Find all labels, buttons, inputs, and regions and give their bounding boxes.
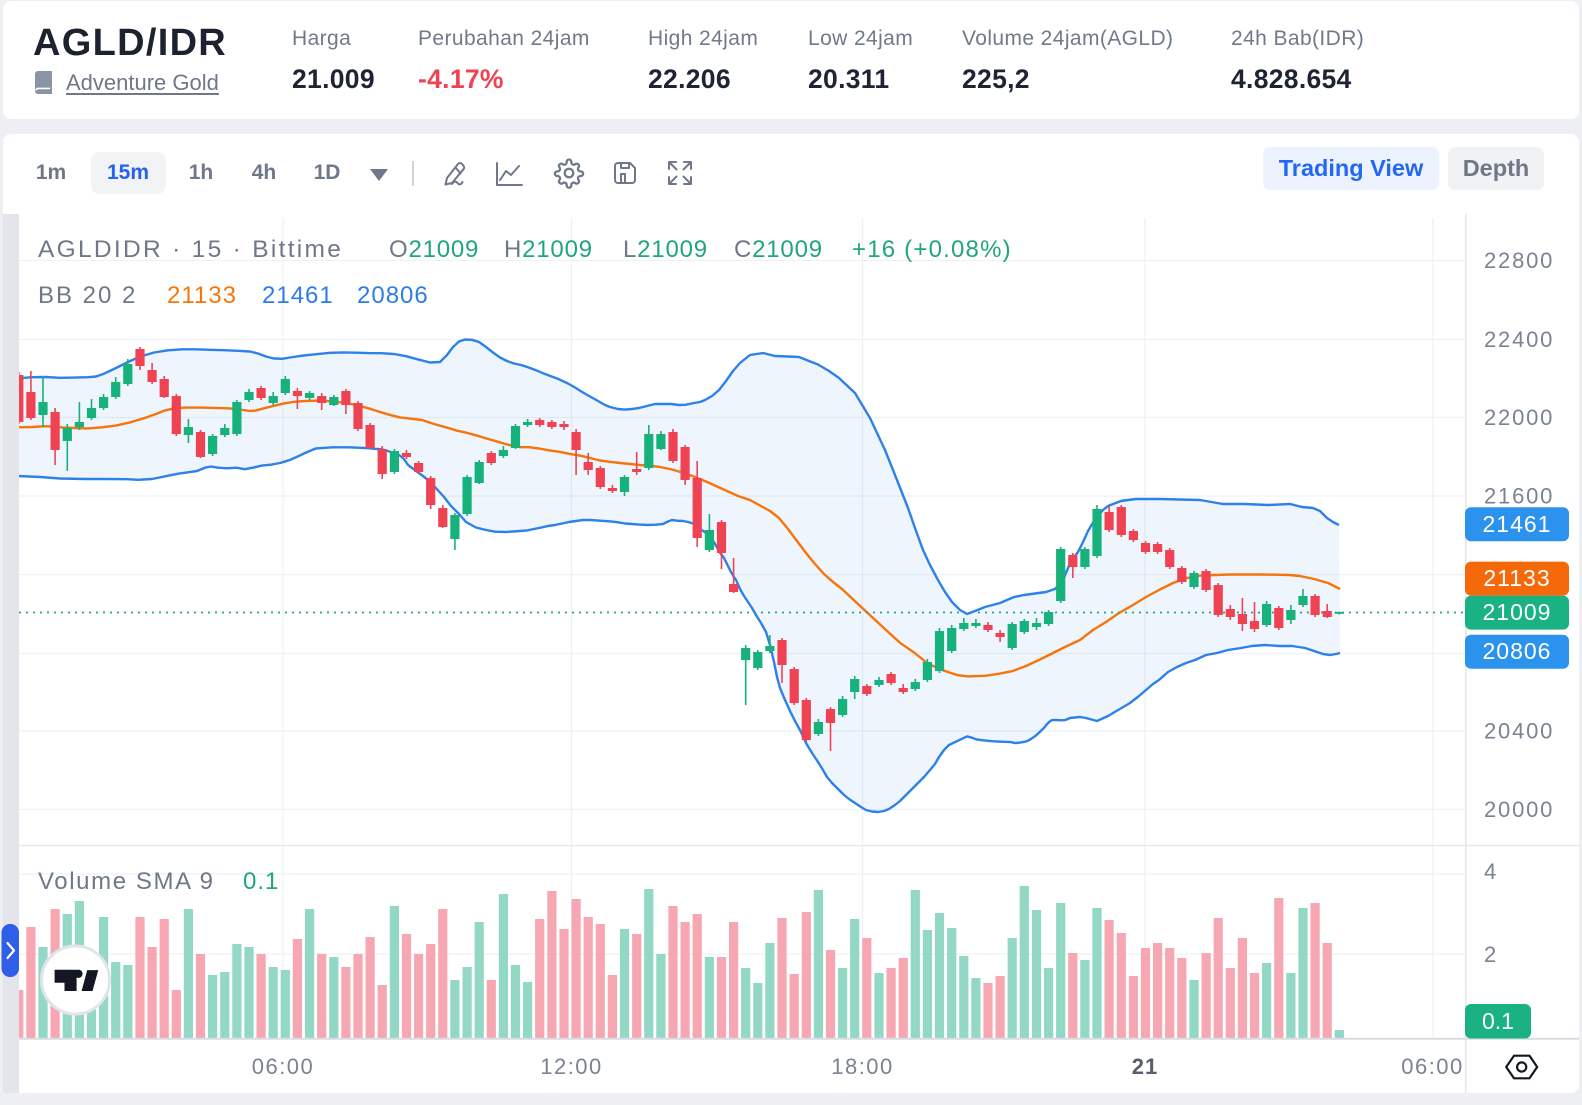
svg-text:21461: 21461 [1483, 511, 1552, 537]
svg-text:0.1: 0.1 [243, 868, 279, 895]
svg-text:2: 2 [1484, 942, 1496, 967]
svg-text:L21009: L21009 [623, 236, 708, 263]
svg-text:+16 (+0.08%): +16 (+0.08%) [852, 236, 1012, 263]
svg-text:4: 4 [1484, 859, 1496, 884]
svg-text:Volume SMA 9: Volume SMA 9 [38, 868, 215, 895]
svg-text:06:00: 06:00 [252, 1054, 315, 1079]
svg-text:21133: 21133 [1483, 565, 1550, 591]
svg-text:21600: 21600 [1484, 484, 1554, 509]
svg-text:0.1: 0.1 [1482, 1008, 1514, 1034]
svg-text:BB 20 2: BB 20 2 [38, 282, 137, 309]
svg-text:O21009: O21009 [389, 236, 479, 263]
svg-text:18:00: 18:00 [831, 1054, 894, 1079]
svg-text:21: 21 [1132, 1054, 1158, 1079]
svg-text:H21009: H21009 [504, 236, 593, 263]
svg-text:20806: 20806 [1483, 638, 1552, 664]
svg-text:20806: 20806 [357, 282, 429, 309]
svg-text:21009: 21009 [1483, 599, 1552, 625]
svg-text:22400: 22400 [1484, 327, 1554, 352]
svg-text:21133: 21133 [167, 282, 237, 309]
svg-text:12:00: 12:00 [540, 1054, 603, 1079]
svg-text:21461: 21461 [262, 282, 334, 309]
svg-text:22800: 22800 [1484, 248, 1554, 273]
svg-text:06:00: 06:00 [1401, 1054, 1464, 1079]
svg-text:20000: 20000 [1484, 797, 1554, 822]
svg-text:22000: 22000 [1484, 405, 1554, 430]
svg-text:AGLDIDR · 15 · Bittime: AGLDIDR · 15 · Bittime [38, 236, 343, 263]
svg-text:C21009: C21009 [734, 236, 823, 263]
svg-text:20400: 20400 [1484, 719, 1554, 744]
